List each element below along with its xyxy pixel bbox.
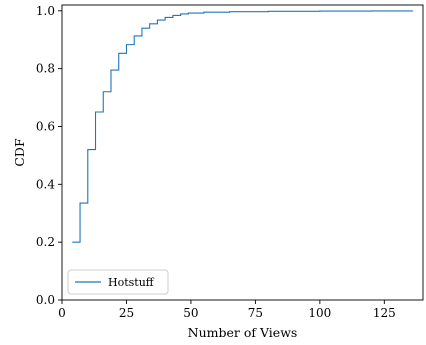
plot-area-border	[61, 4, 424, 301]
legend: Hotstuff	[67, 269, 169, 295]
y-tick-label: 0.4	[36, 177, 55, 191]
y-axis-ticks: 0.0 0.2 0.4 0.6 0.8 1.0	[36, 4, 62, 307]
x-tick-label: 25	[119, 306, 134, 320]
x-axis-ticks: 0 25 50 75 100 125	[58, 300, 396, 320]
x-axis-label: Number of Views	[188, 325, 298, 340]
y-tick-label: 0.0	[36, 293, 55, 307]
x-tick-label: 0	[58, 306, 66, 320]
plot-frame	[61, 4, 424, 301]
x-tick-label: 125	[373, 306, 396, 320]
legend-box	[67, 269, 169, 295]
y-tick-label: 0.6	[36, 119, 55, 133]
legend-label-hotstuff: Hotstuff	[108, 276, 155, 289]
series-group	[72, 10, 414, 243]
x-tick-label: 75	[248, 306, 263, 320]
y-axis-label: CDF	[12, 138, 27, 167]
x-tick-label: 100	[308, 306, 331, 320]
y-tick-label: 0.8	[36, 62, 55, 76]
x-tick-label: 50	[183, 306, 198, 320]
y-tick-label: 0.2	[36, 235, 55, 249]
y-tick-label: 1.0	[36, 4, 55, 18]
series-line-hotstuff	[72, 10, 414, 243]
